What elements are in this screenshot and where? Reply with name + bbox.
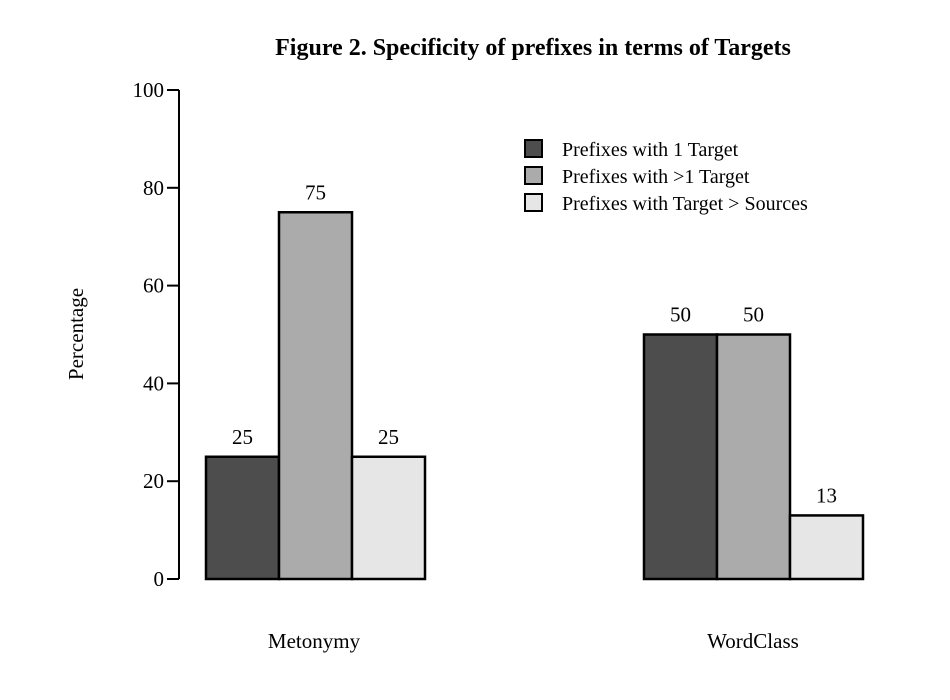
category-label: WordClass [707,629,799,653]
bar-wordclass-series-1 [642,333,719,581]
data-labels: 25 75 25 50 50 13 [232,180,837,507]
category-label: Metonymy [268,629,361,653]
y-tick-label: 40 [143,371,164,395]
bar-wordclass-series-2 [715,333,792,581]
category-labels: Metonymy WordClass [268,629,799,653]
bar-metonymy-series-1 [204,455,281,581]
legend-label: Prefixes with >1 Target [562,166,750,188]
legend-label: Prefixes with Target > Sources [562,193,808,215]
legend-label: Prefixes with 1 Target [562,139,739,161]
y-tick-label: 80 [143,176,164,200]
bar-value-label: 50 [670,303,691,327]
chart-title: Figure 2. Specificity of prefixes in ter… [275,35,791,61]
legend-swatch [524,139,543,158]
bar-value-label: 75 [305,180,326,204]
legend-swatch [524,166,543,185]
legend: Prefixes with 1 Target Prefixes with >1 T… [524,139,808,215]
bar-value-label: 25 [378,425,399,449]
y-tick-label: 60 [143,274,164,298]
y-axis-label: Percentage [64,288,88,380]
bar-metonymy-series-3 [350,455,427,581]
legend-swatch [524,193,543,212]
y-tick-label: 0 [154,567,165,591]
bar-value-label: 13 [816,483,837,507]
bar-value-label: 50 [743,303,764,327]
bar-metonymy-series-2 [277,211,354,581]
bar-wordclass-series-3 [788,514,865,581]
bar-value-label: 25 [232,425,253,449]
bars [204,211,865,581]
y-tick-label: 100 [133,78,165,102]
y-axis: 0 20 40 60 80 100 [133,78,180,591]
y-tick-label: 20 [143,469,164,493]
